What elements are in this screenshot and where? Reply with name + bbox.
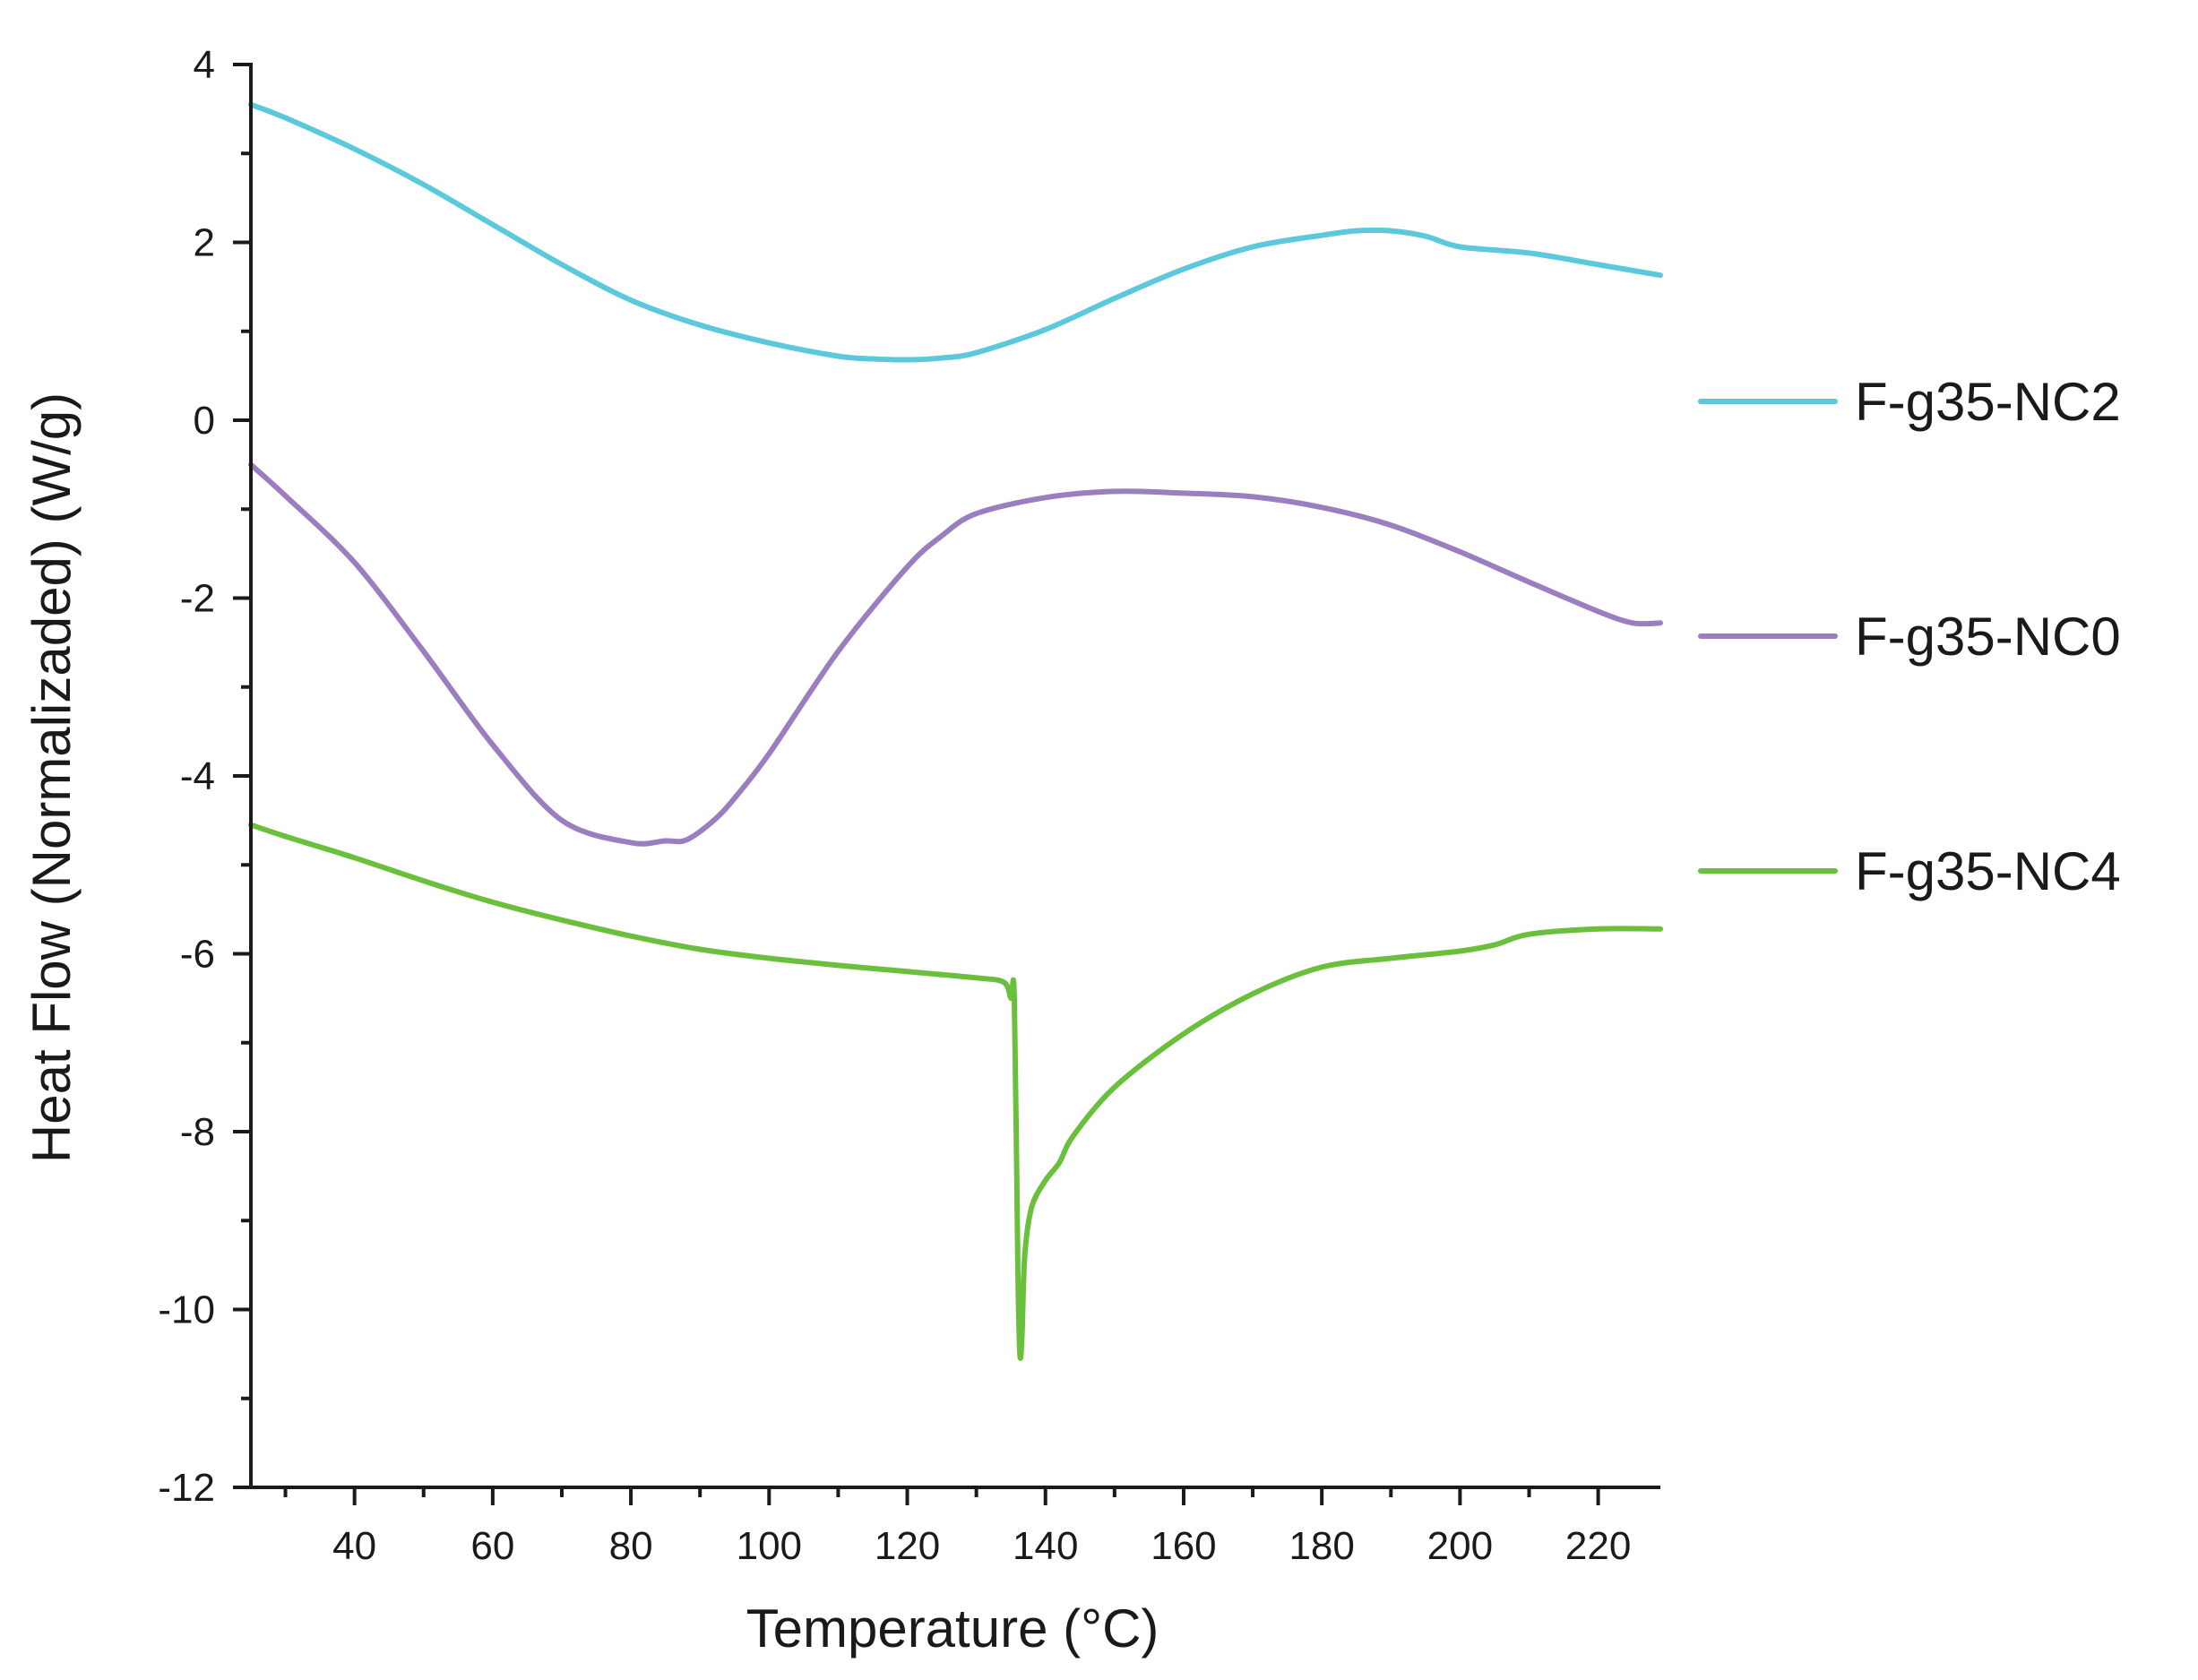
- x-tick-label: 140: [1013, 1524, 1078, 1568]
- y-tick-label: -6: [180, 933, 215, 977]
- x-tick-label: 200: [1427, 1524, 1493, 1568]
- x-tick-label: 180: [1289, 1524, 1354, 1568]
- y-tick-label: -4: [180, 754, 215, 798]
- legend: F-g35-NC2 F-g35-NC0 F-g35-NC4: [1698, 372, 2121, 901]
- axes-layer: [249, 63, 1660, 1489]
- x-tick-label: 60: [470, 1524, 514, 1568]
- x-tick-label: 100: [737, 1524, 802, 1568]
- x-tick-label: 160: [1151, 1524, 1216, 1568]
- series-layer: [248, 101, 1663, 1361]
- x-tick-label: 220: [1565, 1524, 1631, 1568]
- series-line-f-g35-nc4: [248, 822, 1663, 1361]
- y-axis-ticks: 4 2 0 -2 -4 -6 -8 -10 -12: [158, 43, 251, 1510]
- y-tick-label: 4: [194, 43, 215, 87]
- y-tick-label: -2: [180, 577, 215, 621]
- y-tick-label: -12: [158, 1466, 215, 1510]
- y-tick-label: -8: [180, 1110, 215, 1154]
- x-tick-label: 40: [332, 1524, 376, 1568]
- x-tick-label: 120: [875, 1524, 940, 1568]
- legend-label: F-g35-NC2: [1855, 372, 2121, 432]
- y-tick-label: 0: [194, 399, 215, 443]
- x-axis-title: Temperature (°C): [746, 1598, 1159, 1658]
- y-tick-label: 2: [194, 221, 215, 265]
- series-line-f-g35-nc2: [248, 101, 1663, 363]
- y-axis-title: Heat Flow (Normalizaded) (W/g): [22, 392, 82, 1163]
- x-tick-label: 80: [609, 1524, 653, 1568]
- legend-label: F-g35-NC0: [1855, 607, 2121, 667]
- x-axis-ticks: 40 60 80 100 120 140 160 180 200 220: [283, 1487, 1631, 1568]
- series-line-f-g35-nc0: [248, 461, 1663, 847]
- y-tick-label: -10: [158, 1288, 215, 1332]
- legend-label: F-g35-NC4: [1855, 841, 2121, 901]
